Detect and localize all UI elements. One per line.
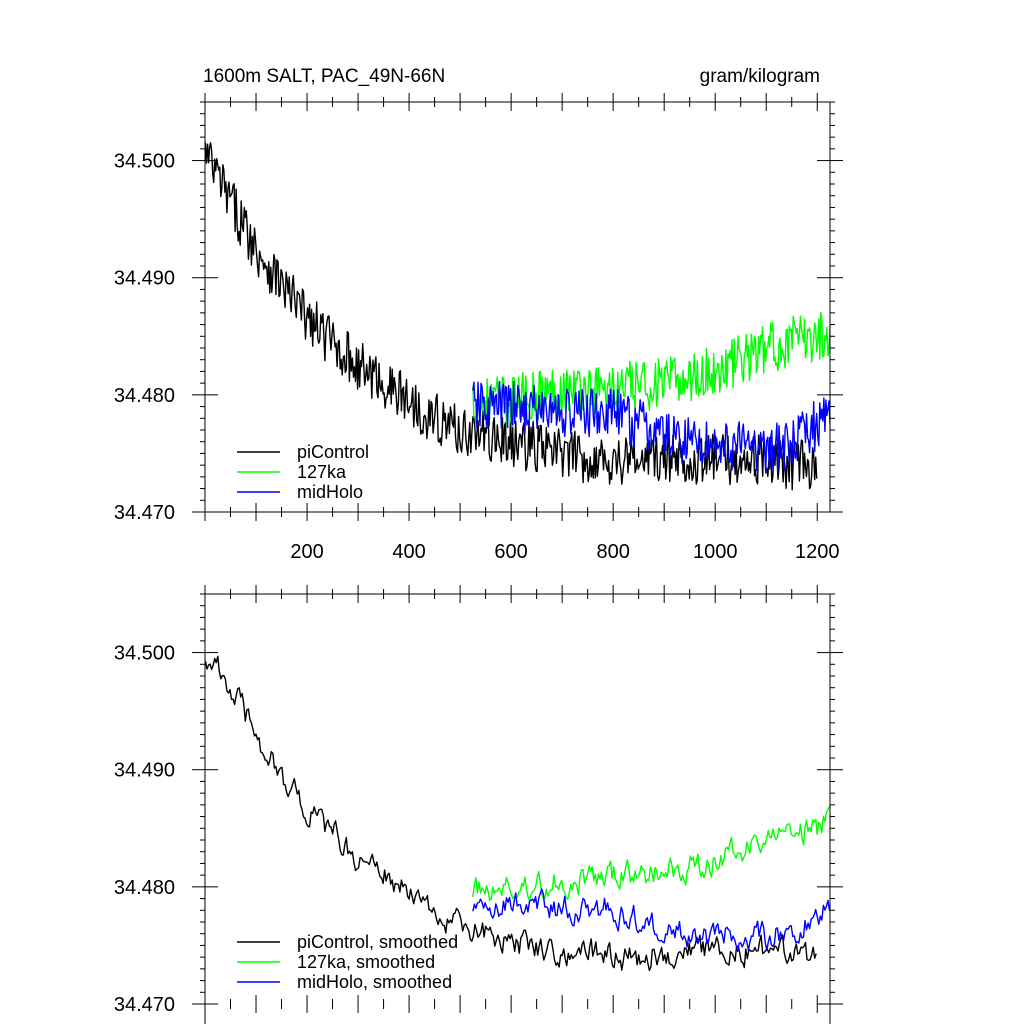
- legend-label: piControl, smoothed: [297, 932, 458, 952]
- x-tick-label: 1000: [693, 541, 738, 563]
- legend-label: midHolo: [297, 482, 363, 502]
- series-lines: [205, 142, 830, 491]
- x-tick-label: 800: [596, 541, 629, 563]
- series-lines: [205, 655, 830, 972]
- plot-frame: [204, 593, 831, 1024]
- series-line-midholo: [472, 380, 830, 474]
- legend-label: 127ka, smoothed: [297, 952, 435, 972]
- x-tick-label: 1200: [795, 541, 840, 563]
- legend-label: midHolo, smoothed: [297, 972, 452, 992]
- y-tick-label: 34.490: [114, 760, 175, 782]
- series-line-127ka-smoothed: [472, 805, 830, 902]
- y-tick-label: 34.500: [114, 643, 175, 665]
- chart-units: gram/kilogram: [700, 66, 820, 87]
- legend-label: piControl: [297, 442, 369, 462]
- plot-frame: [204, 101, 831, 513]
- y-tick-label: 34.480: [114, 385, 175, 407]
- y-tick-label: 34.480: [114, 877, 175, 899]
- top-panel: 1600m SALT, PAC_49N-66N gram/kilogram 20…: [114, 66, 843, 563]
- y-tick-label: 34.500: [114, 151, 175, 173]
- axis-ticks: 34.470 34.480 34.490 34.500: [114, 585, 843, 1016]
- y-tick-label: 34.490: [114, 268, 175, 290]
- x-tick-label: 400: [392, 541, 425, 563]
- series-line-picontrol-smoothed: [205, 655, 817, 972]
- axis-ticks: 200 400 600 800 1000 1200 34.470 34.480 34.490 34…: [114, 93, 843, 563]
- bottom-panel: 34.470 34.480 34.490 34.500 piControl, smoo…: [114, 585, 843, 1024]
- chart-title: 1600m SALT, PAC_49N-66N: [203, 66, 445, 87]
- y-tick-label: 34.470: [114, 994, 175, 1016]
- series-line-midholo-smoothed: [472, 888, 830, 953]
- x-tick-label: 200: [290, 541, 323, 563]
- x-tick-label: 600: [494, 541, 527, 563]
- legend-label: 127ka: [297, 462, 347, 482]
- y-tick-label: 34.470: [114, 502, 175, 524]
